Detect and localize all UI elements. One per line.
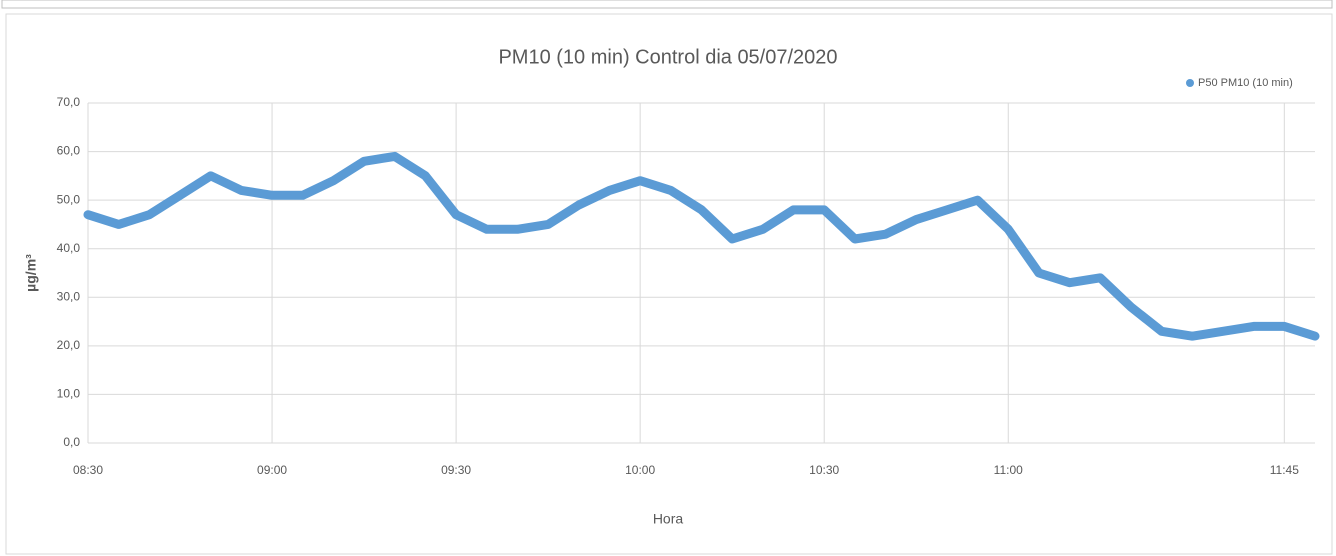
top-bar <box>1 0 1333 9</box>
x-tick-label: 10:00 <box>625 463 655 477</box>
y-tick-label: 30,0 <box>57 289 81 303</box>
chart-frame <box>5 13 1333 555</box>
x-tick-label: 10:30 <box>809 463 839 477</box>
chart-title: PM10 (10 min) Control dia 05/07/2020 <box>498 46 837 68</box>
y-tick-label: 0,0 <box>63 435 80 449</box>
y-tick-label: 50,0 <box>57 192 81 206</box>
y-tick-label: 60,0 <box>57 144 81 158</box>
y-tick-label: 70,0 <box>57 95 81 109</box>
y-tick-label: 20,0 <box>57 338 81 352</box>
x-axis-label: Hora <box>653 511 684 527</box>
x-tick-label: 11:45 <box>1270 463 1299 477</box>
y-axis-label: µg/m³ <box>23 254 39 292</box>
y-tick-label: 40,0 <box>57 241 81 255</box>
data-line <box>83 151 1320 341</box>
x-tick-label: 09:30 <box>441 463 471 477</box>
y-tick-label: 10,0 <box>57 387 81 401</box>
legend-label: P50 PM10 (10 min) <box>1198 77 1293 89</box>
x-tick-label: 11:00 <box>994 463 1023 477</box>
legend-marker <box>1186 79 1194 87</box>
x-tick-label: 08:30 <box>73 463 103 477</box>
x-tick-label: 09:00 <box>257 463 287 477</box>
